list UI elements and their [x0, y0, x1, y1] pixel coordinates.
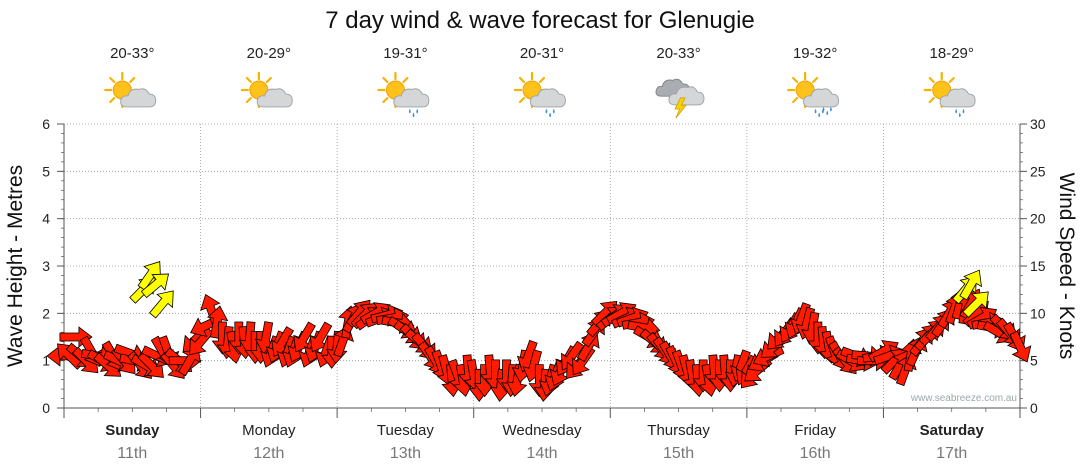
y-left-tick-label: 4 — [42, 211, 50, 227]
y-right-tick-label: 20 — [1030, 211, 1046, 227]
y-left-axis-title: Wave Height - Metres — [4, 165, 27, 367]
wind-arrow — [206, 305, 229, 339]
y-left-tick-label: 5 — [42, 163, 50, 179]
wind-arrow — [1009, 330, 1032, 363]
x-day-label: Sunday — [105, 422, 160, 439]
x-date-label: 12th — [253, 445, 284, 462]
temperature-range: 20-33° — [110, 45, 154, 62]
x-date-label: 17th — [936, 445, 967, 462]
y-right-tick-label: 5 — [1030, 353, 1038, 369]
wave-arrow — [962, 291, 989, 318]
wave-arrow — [959, 269, 982, 301]
x-day-label: Wednesday — [503, 422, 582, 439]
thunderstorm-icon — [655, 78, 705, 119]
x-date-label: 11th — [117, 445, 147, 462]
y-right-axis-title: Wind Speed - Knots — [1055, 173, 1078, 360]
wave-arrow-series — [129, 261, 989, 319]
partly-cloudy-icon — [240, 71, 293, 109]
partly-cloudy-shower-icon — [377, 71, 430, 118]
temperature-range: 20-33° — [656, 45, 700, 62]
y-right-tick-label: 10 — [1030, 305, 1046, 321]
temperature-range: 20-31° — [520, 45, 564, 62]
y-left-tick-label: 6 — [42, 116, 50, 132]
y-left-tick-label: 2 — [42, 305, 50, 321]
x-day-label: Saturday — [920, 422, 985, 439]
wave-arrow — [149, 290, 174, 319]
temperature-range: 20-29° — [247, 45, 291, 62]
x-day-label: Tuesday — [377, 422, 434, 439]
daily-forecast-row: 20-33° 20-29° 19-31° 20-31° 20-33° 19-32° 18-2… — [104, 45, 976, 119]
wave-arrow — [140, 273, 170, 299]
partly-cloudy-shower-icon — [513, 71, 566, 118]
y-left-tick-label: 0 — [42, 400, 50, 416]
temperature-range: 19-31° — [383, 45, 427, 62]
x-date-label: 16th — [800, 445, 831, 462]
y-right-tick-label: 0 — [1030, 400, 1038, 416]
watermark: www.seabreeze.com.au — [910, 393, 1017, 404]
y-right-tick-label: 25 — [1030, 163, 1046, 179]
x-day-label: Friday — [794, 422, 836, 439]
x-date-label: 13th — [390, 445, 421, 462]
partly-cloudy-rain-icon — [787, 71, 840, 118]
wind-arrow — [189, 327, 214, 356]
y-right-tick-label: 30 — [1030, 116, 1046, 132]
chart-title: 7 day wind & wave forecast for Glenugie — [325, 7, 755, 34]
x-date-label: 14th — [526, 445, 557, 462]
partly-cloudy-shower-icon — [923, 71, 976, 118]
x-day-label: Monday — [242, 422, 296, 439]
temperature-range: 19-32° — [793, 45, 837, 62]
y-left-tick-label: 3 — [42, 258, 50, 274]
y-left-tick-label: 1 — [42, 353, 50, 369]
temperature-range: 18-29° — [930, 45, 974, 62]
y-right-tick-label: 15 — [1030, 258, 1046, 274]
x-day-label: Thursday — [647, 422, 710, 439]
partly-cloudy-icon — [104, 71, 157, 109]
wind-arrow-series — [46, 286, 1032, 402]
x-date-label: 15th — [663, 445, 694, 462]
axes: 0 1 2 3 4 5 6 0 5 10 15 20 25 30 Sunday 11th Monday 12th T… — [42, 116, 1046, 462]
